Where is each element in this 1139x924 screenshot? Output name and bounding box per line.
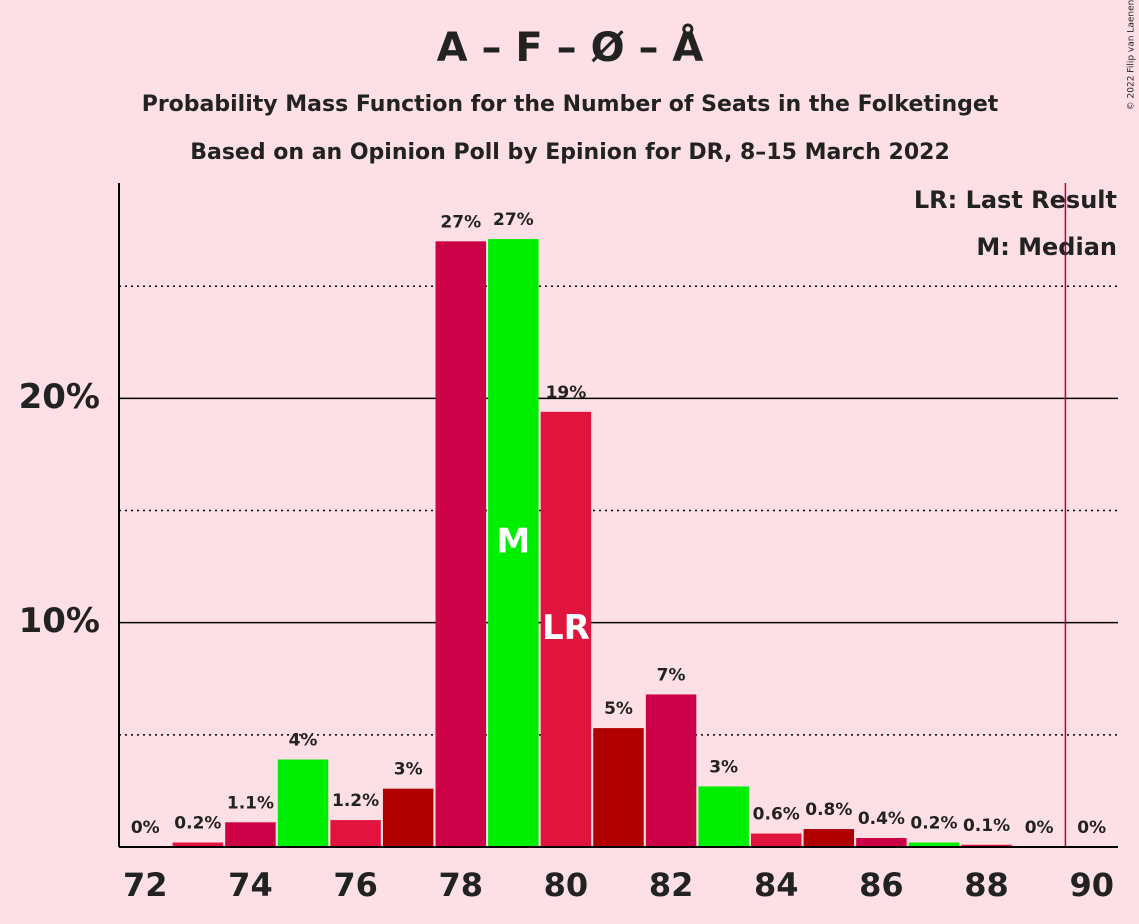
x-tick-label: 72 [123,866,168,904]
bar [908,842,960,847]
value-label: 1.1% [227,793,274,813]
value-label: 0% [1025,818,1054,838]
value-label: 0.2% [910,814,957,834]
legend-entry: LR: Last Result [914,186,1117,214]
value-label: 0.2% [174,814,221,834]
chart-subtitle: Probability Mass Function for the Number… [142,92,999,117]
value-label: 0% [1077,818,1106,838]
value-label: 4% [289,731,318,751]
value-label: 3% [709,757,738,777]
bar [803,829,855,847]
value-label: 3% [394,760,423,780]
bar [698,786,749,847]
x-tick-label: 90 [1069,866,1114,904]
y-tick-label: 10% [19,601,100,641]
x-tick-label: 84 [754,866,799,904]
chart-subtitle: Based on an Opinion Poll by Epinion for … [190,140,950,165]
value-label: 19% [546,383,587,403]
value-label: 27% [440,212,481,232]
bar [225,822,276,847]
copyright: © 2022 Filip van Laenen [1127,0,1137,110]
bar [488,239,539,848]
bar [593,728,644,847]
value-label: 1.2% [332,791,379,811]
x-tick-label: 76 [333,866,378,904]
bar [540,411,592,847]
chart-title: A – F – Ø – Å [437,22,704,71]
value-label: 7% [657,665,686,685]
last-result-marker: LR [542,608,590,648]
bar [645,694,697,847]
value-label: 0% [131,818,160,838]
x-tick-label: 82 [649,866,694,904]
value-label: 27% [493,210,534,230]
bar [750,833,802,847]
y-tick-label: 20% [19,377,100,417]
x-tick-label: 80 [544,866,589,904]
value-label: 0.8% [805,800,852,820]
bar [277,759,329,847]
bar [172,842,224,847]
bar [435,241,487,847]
x-tick-label: 86 [859,866,904,904]
x-tick-label: 78 [438,866,483,904]
bar [961,844,1012,847]
median-marker: M [496,522,530,562]
legend-entry: M: Median [976,233,1117,261]
bar [856,838,907,847]
bar [382,788,434,847]
value-label: 0.4% [858,809,905,829]
value-label: 5% [604,699,633,719]
bar [330,820,381,847]
x-tick-label: 88 [964,866,1009,904]
value-label: 0.1% [963,816,1010,836]
value-label: 0.6% [753,805,800,825]
x-tick-label: 74 [228,866,273,904]
